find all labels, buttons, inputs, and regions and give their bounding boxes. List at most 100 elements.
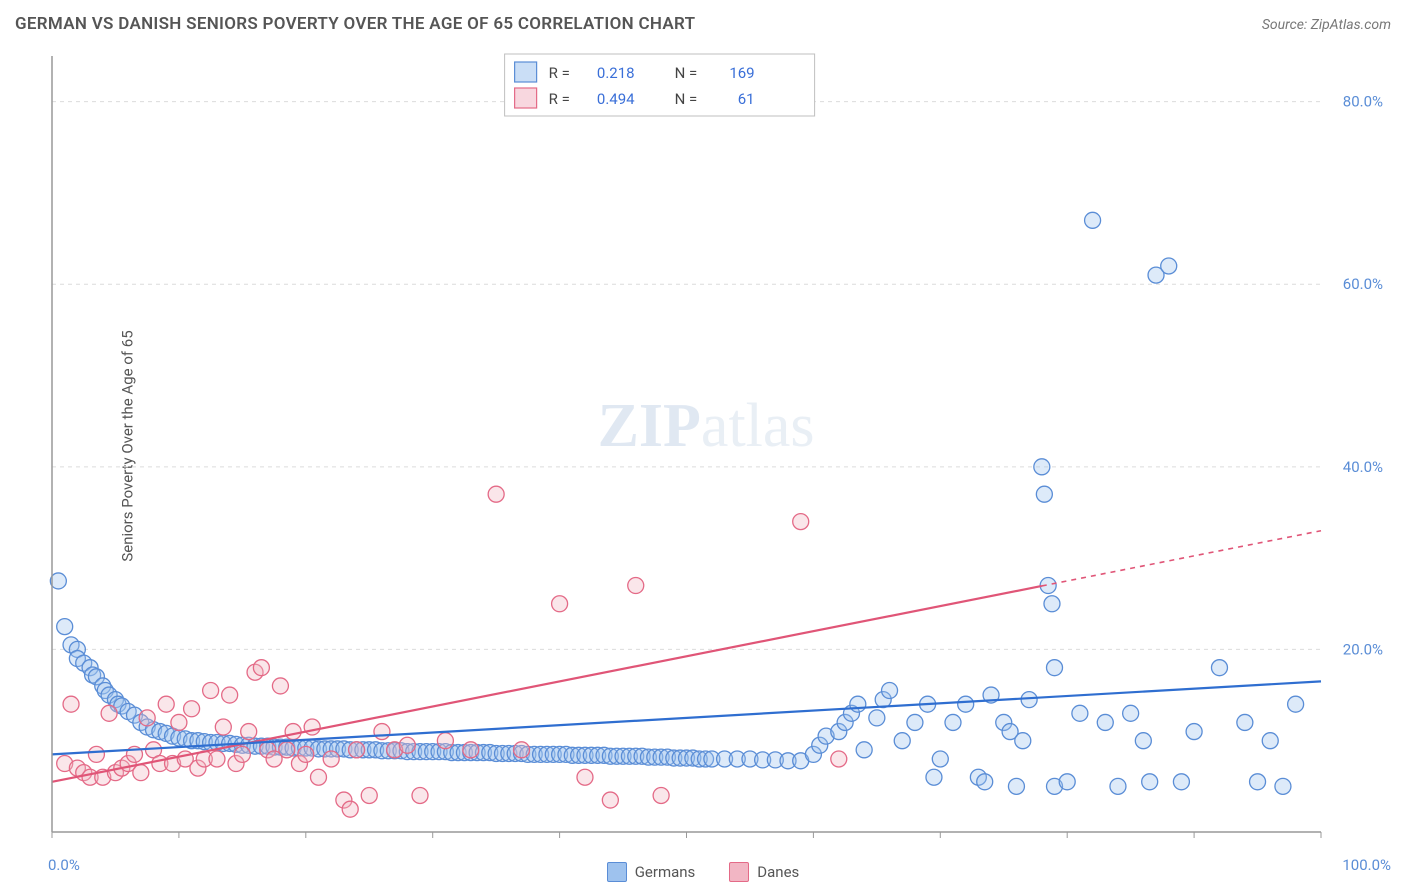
- svg-text:20.0%: 20.0%: [1343, 640, 1383, 658]
- legend-r-value: 0.494: [597, 90, 635, 108]
- danes-point: [133, 765, 149, 781]
- germans-point: [958, 696, 974, 712]
- danes-point: [463, 742, 479, 758]
- danes-point: [793, 514, 809, 530]
- legend-label-danes: Danes: [757, 863, 799, 881]
- danes-point: [88, 746, 104, 762]
- danes-point: [279, 742, 295, 758]
- germans-point: [869, 710, 885, 726]
- danes-point: [310, 769, 326, 785]
- danes-point: [349, 742, 365, 758]
- danes-point: [399, 737, 415, 753]
- germans-point: [1123, 705, 1139, 721]
- germans-point: [1072, 705, 1088, 721]
- scatter-plot-svg: 20.0%40.0%60.0%80.0%ZIPatlasR =0.218N =1…: [48, 48, 1391, 844]
- danes-point: [552, 596, 568, 612]
- legend-swatch-danes: [729, 862, 749, 882]
- legend-n-label: N =: [675, 64, 698, 82]
- danes-point: [602, 792, 618, 808]
- germans-point: [1044, 596, 1060, 612]
- germans-point: [1085, 212, 1101, 228]
- danes-point: [488, 486, 504, 502]
- danes-point: [139, 710, 155, 726]
- germans-point: [1211, 660, 1227, 676]
- danes-trendline-dash: [1042, 531, 1321, 586]
- danes-point: [222, 687, 238, 703]
- danes-point: [171, 714, 187, 730]
- legend-item-germans: Germans: [607, 862, 696, 882]
- danes-point: [203, 682, 219, 698]
- danes-point: [285, 724, 301, 740]
- plot-area: 20.0%40.0%60.0%80.0%ZIPatlasR =0.218N =1…: [48, 48, 1391, 844]
- danes-point: [158, 696, 174, 712]
- germans-point: [1262, 733, 1278, 749]
- legend-swatch-germans: [607, 862, 627, 882]
- danes-point: [253, 660, 269, 676]
- germans-point: [977, 774, 993, 790]
- germans-point: [1135, 733, 1151, 749]
- legend-swatch-germans: [515, 62, 537, 82]
- svg-text:60.0%: 60.0%: [1343, 275, 1383, 293]
- danes-point: [272, 678, 288, 694]
- legend-swatch-danes: [515, 88, 537, 108]
- danes-point: [241, 724, 257, 740]
- germans-point: [907, 714, 923, 730]
- germans-point: [850, 696, 866, 712]
- germans-point: [1015, 733, 1031, 749]
- germans-point: [1288, 696, 1304, 712]
- germans-point: [856, 742, 872, 758]
- chart-header: GERMAN VS DANISH SENIORS POVERTY OVER TH…: [15, 14, 1391, 34]
- germans-point: [932, 751, 948, 767]
- danes-point: [215, 719, 231, 735]
- germans-point: [926, 769, 942, 785]
- danes-point: [184, 701, 200, 717]
- danes-point: [831, 751, 847, 767]
- svg-text:ZIPatlas: ZIPatlas: [598, 392, 815, 460]
- germans-point: [1034, 459, 1050, 475]
- danes-point: [653, 787, 669, 803]
- danes-point: [361, 787, 377, 803]
- legend-n-label: N =: [675, 90, 698, 108]
- germans-point: [1021, 692, 1037, 708]
- germans-point: [1250, 774, 1266, 790]
- svg-text:40.0%: 40.0%: [1343, 458, 1383, 476]
- germans-point: [1097, 714, 1113, 730]
- danes-point: [323, 751, 339, 767]
- bottom-legend: Germans Danes: [0, 862, 1406, 882]
- danes-point: [234, 746, 250, 762]
- germans-point: [1142, 774, 1158, 790]
- germans-point: [57, 619, 73, 635]
- germans-point: [1036, 486, 1052, 502]
- legend-n-value: 169: [729, 64, 754, 82]
- danes-point: [374, 724, 390, 740]
- chart-title: GERMAN VS DANISH SENIORS POVERTY OVER TH…: [15, 14, 695, 34]
- danes-point: [304, 719, 320, 735]
- germans-point: [1173, 774, 1189, 790]
- germans-point: [1059, 774, 1075, 790]
- danes-point: [209, 751, 225, 767]
- germans-point: [1161, 258, 1177, 274]
- legend-r-label: R =: [549, 90, 570, 108]
- legend-r-label: R =: [549, 64, 570, 82]
- legend-n-value: 61: [738, 90, 755, 108]
- legend-label-germans: Germans: [635, 863, 696, 881]
- chart-source: Source: ZipAtlas.com: [1262, 17, 1391, 33]
- danes-point: [437, 733, 453, 749]
- danes-point: [514, 742, 530, 758]
- danes-point: [412, 787, 428, 803]
- legend-r-value: 0.218: [597, 64, 635, 82]
- germans-point: [882, 682, 898, 698]
- legend-item-danes: Danes: [729, 862, 799, 882]
- danes-point: [628, 578, 644, 594]
- germans-point: [1186, 724, 1202, 740]
- germans-point: [894, 733, 910, 749]
- germans-point: [1110, 778, 1126, 794]
- germans-point: [945, 714, 961, 730]
- danes-point: [63, 696, 79, 712]
- danes-point: [577, 769, 593, 785]
- danes-point: [298, 746, 314, 762]
- danes-point: [342, 801, 358, 817]
- germans-point: [1008, 778, 1024, 794]
- germans-point: [1275, 778, 1291, 794]
- germans-point: [1047, 660, 1063, 676]
